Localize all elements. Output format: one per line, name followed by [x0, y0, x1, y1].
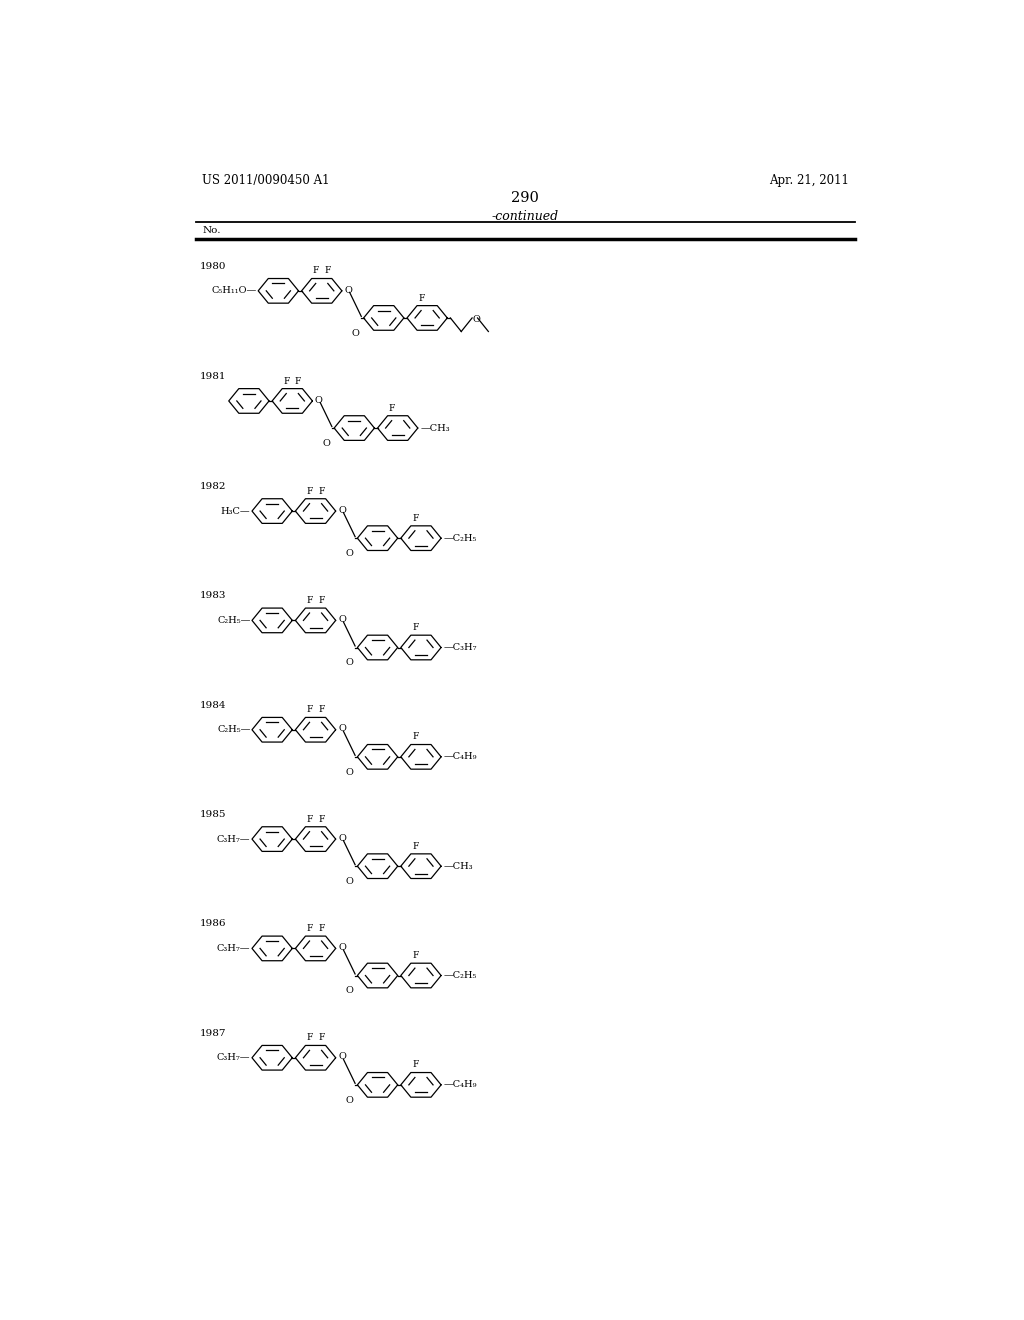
Text: F: F — [412, 1060, 419, 1069]
Text: O: O — [352, 329, 359, 338]
Text: C₅H₁₁O—: C₅H₁₁O— — [211, 286, 257, 296]
Text: F: F — [313, 267, 319, 276]
Text: 1982: 1982 — [200, 482, 226, 491]
Text: 1984: 1984 — [200, 701, 226, 710]
Text: O: O — [338, 506, 346, 515]
Text: No.: No. — [203, 226, 221, 235]
Text: -continued: -continued — [492, 210, 558, 223]
Text: —C₂H₅: —C₂H₅ — [443, 533, 477, 543]
Text: O: O — [323, 440, 331, 447]
Text: US 2011/0090450 A1: US 2011/0090450 A1 — [203, 174, 330, 187]
Text: C₂H₅—: C₂H₅— — [217, 616, 251, 624]
Text: F: F — [412, 623, 419, 632]
Text: C₃H₇—: C₃H₇— — [217, 944, 251, 953]
Text: O: O — [473, 315, 480, 323]
Text: Apr. 21, 2011: Apr. 21, 2011 — [769, 174, 849, 187]
Text: F: F — [318, 487, 325, 496]
Text: F: F — [412, 733, 419, 742]
Text: O: O — [346, 986, 353, 995]
Text: —CH₃: —CH₃ — [443, 862, 473, 871]
Text: —C₄H₉: —C₄H₉ — [443, 1080, 477, 1089]
Text: O: O — [338, 834, 346, 842]
Text: O: O — [338, 725, 346, 734]
Text: O: O — [338, 1052, 346, 1061]
Text: —C₄H₉: —C₄H₉ — [443, 752, 477, 762]
Text: O: O — [346, 1096, 353, 1105]
Text: O: O — [314, 396, 323, 405]
Text: F: F — [318, 924, 325, 933]
Text: O: O — [346, 876, 353, 886]
Text: F: F — [307, 705, 313, 714]
Text: F: F — [284, 376, 290, 385]
Text: F: F — [307, 487, 313, 496]
Text: C₃H₇—: C₃H₇— — [217, 1053, 251, 1063]
Text: O: O — [338, 944, 346, 952]
Text: F: F — [412, 842, 419, 851]
Text: F: F — [325, 267, 331, 276]
Text: F: F — [307, 1034, 313, 1043]
Text: F: F — [389, 404, 395, 413]
Text: F: F — [318, 597, 325, 605]
Text: 290: 290 — [511, 191, 539, 205]
Text: C₂H₅—: C₂H₅— — [217, 725, 251, 734]
Text: 1980: 1980 — [200, 261, 226, 271]
Text: F: F — [318, 814, 325, 824]
Text: O: O — [346, 768, 353, 776]
Text: —C₂H₅: —C₂H₅ — [443, 972, 477, 979]
Text: F: F — [307, 924, 313, 933]
Text: F: F — [419, 293, 425, 302]
Text: F: F — [307, 597, 313, 605]
Text: O: O — [338, 615, 346, 624]
Text: F: F — [295, 376, 301, 385]
Text: 1983: 1983 — [200, 591, 226, 601]
Text: O: O — [346, 659, 353, 668]
Text: —CH₃: —CH₃ — [420, 424, 450, 433]
Text: F: F — [307, 814, 313, 824]
Text: 1987: 1987 — [200, 1028, 226, 1038]
Text: F: F — [318, 705, 325, 714]
Text: —C₃H₇: —C₃H₇ — [443, 643, 477, 652]
Text: F: F — [412, 952, 419, 960]
Text: F: F — [412, 513, 419, 523]
Text: F: F — [318, 1034, 325, 1043]
Text: 1981: 1981 — [200, 372, 226, 381]
Text: 1986: 1986 — [200, 920, 226, 928]
Text: O: O — [346, 549, 353, 558]
Text: H₃C—: H₃C— — [221, 507, 251, 516]
Text: O: O — [344, 285, 352, 294]
Text: C₃H₇—: C₃H₇— — [217, 834, 251, 843]
Text: 1985: 1985 — [200, 810, 226, 818]
